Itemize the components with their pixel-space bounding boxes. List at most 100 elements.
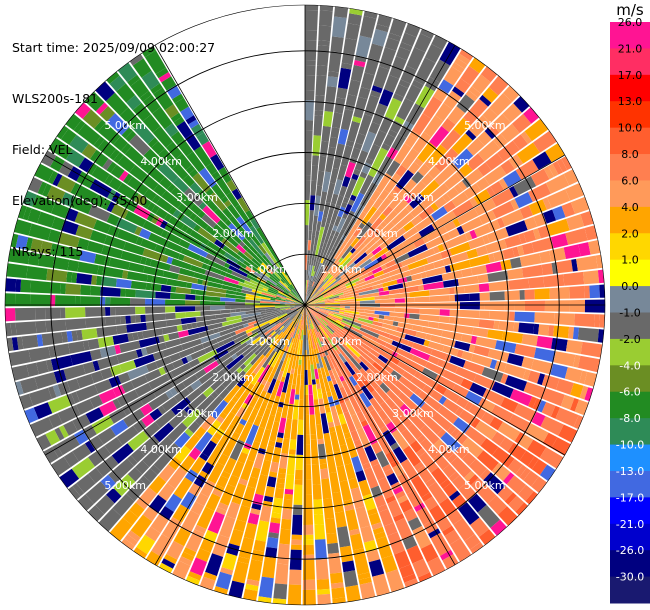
velocity-gate (576, 255, 598, 271)
velocity-gate (411, 475, 430, 498)
velocity-gate (299, 324, 303, 340)
velocity-gate (372, 526, 385, 535)
velocity-gate (289, 549, 302, 570)
velocity-gate (285, 474, 295, 490)
velocity-gate (392, 173, 402, 182)
velocity-gate (183, 406, 193, 415)
velocity-gate (275, 315, 289, 325)
velocity-gate (379, 508, 394, 527)
velocity-gate (383, 286, 389, 292)
velocity-gate (312, 359, 318, 370)
velocity-gate (450, 302, 460, 309)
velocity-gate (269, 313, 288, 325)
velocity-gate (324, 518, 337, 534)
velocity-gate (339, 444, 352, 466)
velocity-gate (41, 150, 57, 167)
velocity-gate (374, 307, 395, 312)
velocity-gate (270, 517, 281, 524)
velocity-gate (270, 400, 279, 416)
velocity-gate (378, 290, 390, 296)
velocity-gate (232, 320, 248, 328)
velocity-gate (186, 388, 203, 403)
velocity-gate (474, 198, 497, 216)
velocity-gate (382, 323, 398, 331)
velocity-gate (452, 86, 465, 98)
colorbar-cell (610, 259, 650, 287)
velocity-gate (220, 270, 227, 277)
velocity-gate (135, 306, 146, 315)
velocity-gate (515, 464, 527, 478)
velocity-gate (353, 328, 374, 340)
velocity-gate (509, 311, 515, 321)
velocity-gate (344, 228, 356, 243)
velocity-gate (52, 444, 63, 458)
velocity-gate (531, 359, 554, 375)
velocity-gate (456, 349, 464, 358)
velocity-gate (166, 241, 183, 253)
velocity-gate (328, 342, 333, 348)
velocity-gate (198, 256, 206, 263)
velocity-gate (549, 247, 566, 262)
velocity-gate (79, 250, 97, 264)
velocity-gate (41, 332, 63, 346)
velocity-gate (158, 148, 179, 170)
velocity-gate (387, 129, 398, 138)
velocity-gate (449, 355, 466, 368)
velocity-gate (269, 421, 280, 442)
velocity-gate (344, 294, 355, 299)
velocity-gate (271, 512, 282, 519)
velocity-gate (499, 437, 514, 452)
velocity-gate (424, 159, 434, 169)
velocity-gate (265, 273, 271, 278)
velocity-gate (121, 381, 135, 393)
velocity-gate (309, 329, 316, 350)
velocity-gate (417, 163, 431, 177)
velocity-gate (504, 290, 520, 301)
velocity-gate (30, 280, 51, 294)
velocity-gate (510, 198, 520, 211)
velocity-gate (374, 310, 390, 316)
velocity-gate (308, 265, 311, 276)
velocity-gate (368, 43, 384, 61)
velocity-gate (309, 305, 315, 308)
velocity-gate (312, 289, 326, 300)
velocity-gate (386, 160, 401, 177)
velocity-gate (547, 218, 570, 236)
velocity-gate (366, 323, 387, 333)
velocity-gate (222, 337, 234, 345)
velocity-gate (470, 353, 493, 368)
velocity-gate (537, 373, 546, 386)
velocity-gate (564, 367, 583, 383)
velocity-gate (407, 423, 423, 440)
velocity-gate (561, 156, 572, 171)
velocity-gate (400, 344, 412, 353)
velocity-gate (151, 215, 160, 225)
velocity-gate (145, 313, 166, 322)
velocity-gate (100, 286, 121, 297)
velocity-gate (330, 374, 336, 381)
velocity-gate (522, 369, 531, 381)
velocity-gate (468, 115, 491, 137)
velocity-gate (401, 428, 417, 445)
velocity-gate (260, 311, 266, 315)
velocity-gate (311, 349, 316, 360)
velocity-gate (172, 209, 181, 218)
colorbar-tick-label: -2.0 (619, 333, 640, 346)
velocity-gate (185, 311, 201, 318)
velocity-gate (178, 347, 195, 359)
velocity-gate (392, 486, 404, 495)
velocity-gate (26, 362, 39, 377)
velocity-gate (141, 70, 160, 90)
velocity-gate (294, 469, 303, 480)
velocity-gate (247, 512, 260, 525)
velocity-gate (161, 396, 179, 412)
velocity-gate (184, 434, 201, 451)
velocity-gate (305, 100, 314, 121)
velocity-gate (454, 184, 464, 194)
velocity-gate (222, 207, 233, 219)
velocity-gate (130, 78, 149, 98)
plot-info: Start time: 2025/09/09 02:00:27 WLS200s-… (12, 5, 215, 277)
velocity-gate (93, 136, 105, 149)
velocity-gate (470, 517, 489, 537)
velocity-gate (377, 504, 388, 513)
